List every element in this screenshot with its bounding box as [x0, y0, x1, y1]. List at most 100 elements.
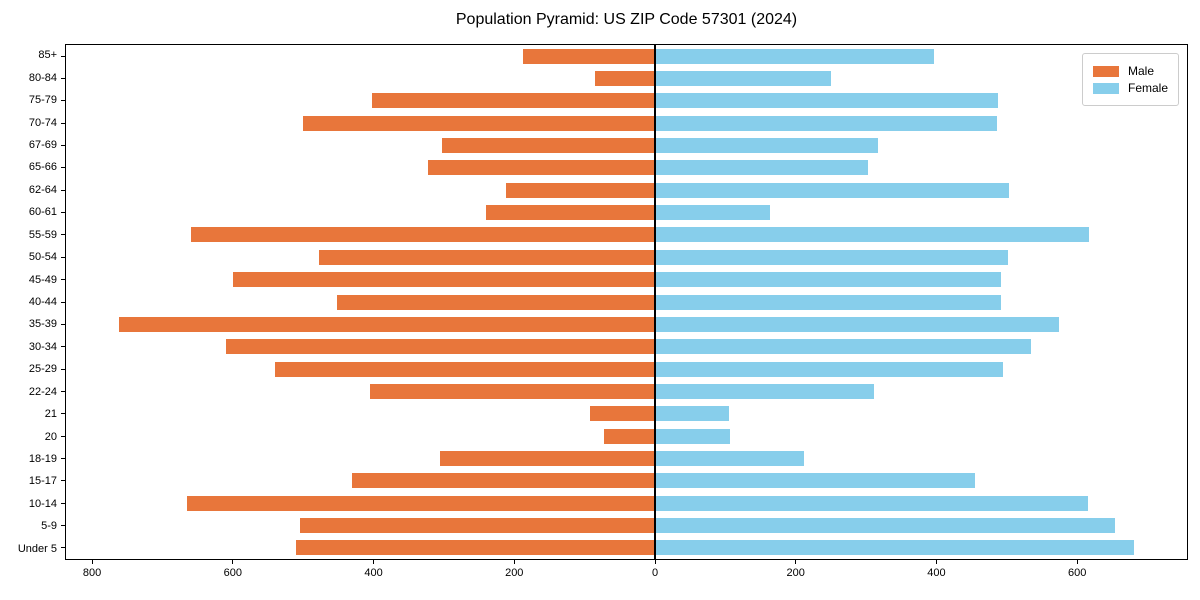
y-tick-label-35-39: 35-39	[28, 318, 57, 331]
bar-male-under-5	[296, 540, 655, 556]
y-tick-label-30-34: 30-34	[28, 340, 57, 353]
bar-male-60-61	[486, 205, 655, 221]
bar-female-25-29	[655, 361, 1003, 377]
x-tick-label-200: 200	[786, 567, 805, 579]
y-tick-mark	[61, 480, 65, 482]
bar-female-50-54	[655, 249, 1008, 265]
bar-male-35-39	[118, 316, 655, 332]
y-tick-mark	[61, 55, 65, 57]
bar-female-80-84	[655, 71, 831, 87]
y-tick-mark	[61, 346, 65, 348]
y-tick-label-under-5: Under 5	[17, 542, 57, 555]
y-tick-label-70-74: 70-74	[28, 116, 57, 129]
bar-male-75-79	[372, 93, 655, 109]
bar-male-55-59	[190, 227, 655, 243]
y-tick-label-65-66: 65-66	[28, 161, 57, 174]
bar-male-62-64	[505, 182, 655, 198]
page-title: Population Pyramid: US ZIP Code 57301 (2…	[455, 11, 798, 28]
y-tick-label-85+: 85+	[38, 49, 57, 62]
y-tick-label-80-84: 80-84	[28, 71, 57, 84]
y-tick-mark	[61, 256, 65, 258]
bar-female-18-19	[655, 450, 805, 466]
x-tick-label-400: 400	[364, 567, 383, 579]
bar-male-85+	[523, 48, 655, 64]
bar-male-5-9	[299, 517, 655, 533]
x-tick-label-600: 600	[1068, 567, 1087, 579]
y-tick-label-60-61: 60-61	[28, 206, 57, 219]
x-tick-label-200: 200	[505, 567, 524, 579]
y-tick-mark	[61, 524, 65, 526]
bar-male-25-29	[275, 361, 655, 377]
y-tick-label-10-14: 10-14	[28, 497, 57, 510]
legend-label-male: Male	[1127, 64, 1154, 78]
zero-axis-line	[654, 45, 656, 559]
x-tick-mark	[513, 560, 515, 564]
bar-male-18-19	[440, 450, 655, 466]
female-swatch-icon	[1092, 82, 1119, 94]
y-tick-mark	[61, 167, 65, 169]
x-tick-mark	[654, 560, 656, 564]
bar-female-22-24	[655, 383, 874, 399]
bar-female-85+	[655, 48, 934, 64]
y-tick-mark	[61, 189, 65, 191]
bar-male-67-69	[441, 138, 655, 154]
bar-male-65-66	[428, 160, 655, 176]
bar-male-21	[590, 406, 655, 422]
bar-male-80-84	[595, 71, 655, 87]
bar-female-10-14	[655, 495, 1089, 511]
x-tick-mark	[91, 560, 93, 564]
y-tick-label-15-17: 15-17	[28, 475, 57, 488]
bar-female-62-64	[655, 182, 1009, 198]
y-tick-label-21: 21	[44, 408, 57, 421]
y-tick-label-18-19: 18-19	[28, 453, 57, 466]
y-tick-mark	[61, 234, 65, 236]
x-tick-label-600: 600	[223, 567, 242, 579]
y-tick-label-22-24: 22-24	[28, 385, 57, 398]
bar-female-under-5	[655, 540, 1135, 556]
y-tick-mark	[61, 78, 65, 80]
x-tick-mark	[1076, 560, 1078, 564]
bar-female-45-49	[655, 272, 1001, 288]
legend: Male Female	[1081, 53, 1179, 106]
male-swatch-icon	[1092, 65, 1119, 77]
x-tick-label-400: 400	[927, 567, 946, 579]
bar-male-50-54	[318, 249, 655, 265]
x-tick-label-0: 0	[651, 567, 659, 579]
y-axis-tick-labels: 85+ 80-84 75-79 70-74 67-69 65-66 62-64 60-61 55…	[0, 44, 57, 560]
y-tick-mark	[61, 279, 65, 281]
y-tick-mark	[61, 547, 65, 549]
bar-female-35-39	[655, 316, 1059, 332]
legend-item-female: Female	[1092, 81, 1168, 95]
bar-female-67-69	[655, 138, 879, 154]
y-tick-mark	[61, 368, 65, 370]
y-tick-label-25-29: 25-29	[28, 363, 57, 376]
y-tick-label-20: 20	[44, 430, 57, 443]
bar-male-10-14	[187, 495, 655, 511]
bar-male-40-44	[336, 294, 655, 310]
bar-female-40-44	[655, 294, 1002, 310]
bar-male-45-49	[232, 272, 655, 288]
bar-female-70-74	[655, 115, 997, 131]
y-tick-label-40-44: 40-44	[28, 296, 57, 308]
y-tick-mark	[61, 457, 65, 459]
y-tick-label-62-64: 62-64	[28, 183, 57, 196]
x-tick-mark	[373, 560, 375, 564]
bar-male-15-17	[352, 473, 655, 489]
bar-female-5-9	[655, 517, 1116, 533]
bar-female-30-34	[655, 339, 1031, 355]
y-tick-mark	[61, 413, 65, 415]
y-tick-mark	[61, 145, 65, 147]
y-tick-mark	[61, 301, 65, 303]
bar-female-60-61	[655, 205, 770, 221]
x-tick-label-800: 800	[82, 567, 102, 579]
bar-male-70-74	[303, 115, 655, 131]
y-tick-mark	[61, 122, 65, 124]
bar-female-55-59	[655, 227, 1090, 243]
bar-female-65-66	[655, 160, 869, 176]
y-tick-label-55-59: 55-59	[28, 228, 57, 241]
y-tick-mark	[61, 435, 65, 437]
y-tick-label-67-69: 67-69	[28, 138, 57, 151]
y-tick-label-45-49: 45-49	[28, 273, 57, 286]
y-tick-mark	[61, 212, 65, 214]
